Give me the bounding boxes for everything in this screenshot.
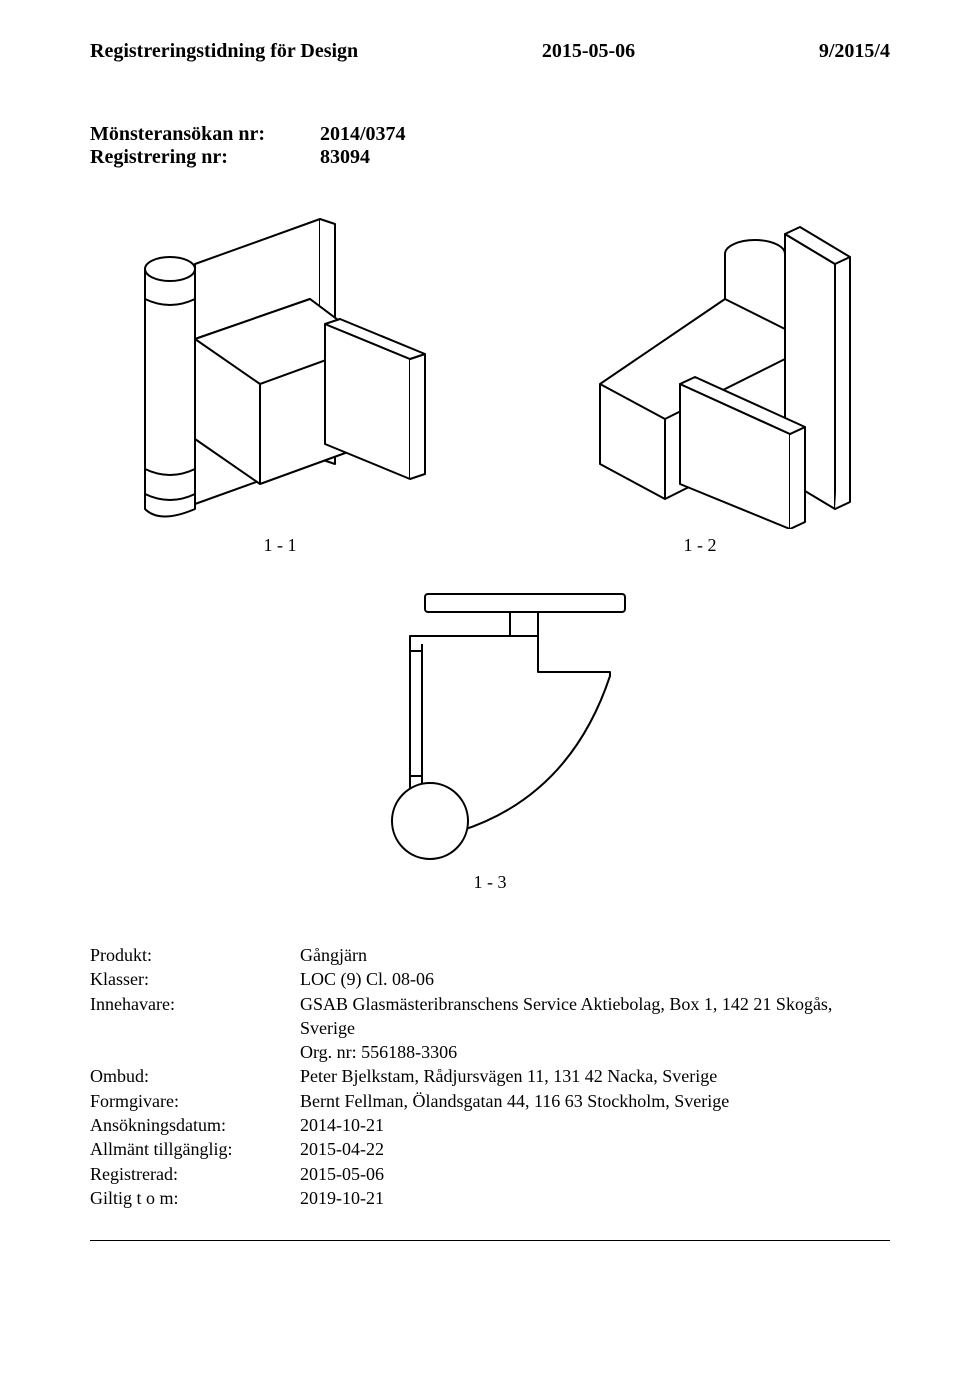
- figures-top-row: 1 - 1 1 - 2: [110, 209, 870, 556]
- bottom-rule: [90, 1240, 890, 1241]
- registration-nr-value: 83094: [320, 146, 370, 169]
- registrerad-value: 2015-05-06: [300, 1162, 890, 1186]
- giltig-tom-label: Giltig t o m:: [90, 1186, 300, 1210]
- application-nr-label: Mönsteransökan nr:: [90, 123, 320, 146]
- allmant-tillganglig-value: 2015-04-22: [300, 1137, 890, 1161]
- details-block: Produkt: Gångjärn Klasser: LOC (9) Cl. 0…: [90, 943, 890, 1210]
- hinge-drawing-2-icon: [530, 209, 870, 529]
- application-nr-value: 2014/0374: [320, 123, 406, 146]
- figure-1-2: 1 - 2: [530, 209, 870, 556]
- registration-block: Mönsteransökan nr: 2014/0374 Registrerin…: [90, 123, 890, 169]
- figure-1-3-caption: 1 - 3: [474, 872, 507, 893]
- registrerad-label: Registrerad:: [90, 1162, 300, 1186]
- ombud-value: Peter Bjelkstam, Rådjursvägen 11, 131 42…: [300, 1064, 890, 1088]
- formgivare-value: Bernt Fellman, Ölandsgatan 44, 116 63 St…: [300, 1089, 890, 1113]
- klasser-value: LOC (9) Cl. 08-06: [300, 967, 890, 991]
- hinge-drawing-3-icon: [310, 576, 670, 866]
- figure-1-2-caption: 1 - 2: [684, 535, 717, 556]
- header-left: Registreringstidning för Design: [90, 40, 358, 63]
- ansokningsdatum-label: Ansökningsdatum:: [90, 1113, 300, 1137]
- figure-1-3: 1 - 3: [310, 576, 670, 893]
- innehavare-label: Innehavare:: [90, 992, 300, 1041]
- header-center: 2015-05-06: [542, 40, 635, 63]
- header-right: 9/2015/4: [819, 40, 890, 63]
- registration-nr-label: Registrering nr:: [90, 146, 320, 169]
- produkt-label: Produkt:: [90, 943, 300, 967]
- produkt-value: Gångjärn: [300, 943, 890, 967]
- giltig-tom-value: 2019-10-21: [300, 1186, 890, 1210]
- figures-bottom-row: 1 - 3: [90, 576, 890, 893]
- figure-1-1: 1 - 1: [110, 209, 450, 556]
- allmant-tillganglig-label: Allmänt tillgänglig:: [90, 1137, 300, 1161]
- ansokningsdatum-value: 2014-10-21: [300, 1113, 890, 1137]
- klasser-label: Klasser:: [90, 967, 300, 991]
- formgivare-label: Formgivare:: [90, 1089, 300, 1113]
- ombud-label: Ombud:: [90, 1064, 300, 1088]
- innehavare-value: GSAB Glasmästeribranschens Service Aktie…: [300, 992, 890, 1041]
- figure-1-1-caption: 1 - 1: [264, 535, 297, 556]
- hinge-drawing-1-icon: [110, 209, 450, 529]
- orgnr-value: Org. nr: 556188-3306: [300, 1040, 890, 1064]
- page-header: Registreringstidning för Design 2015-05-…: [90, 40, 890, 63]
